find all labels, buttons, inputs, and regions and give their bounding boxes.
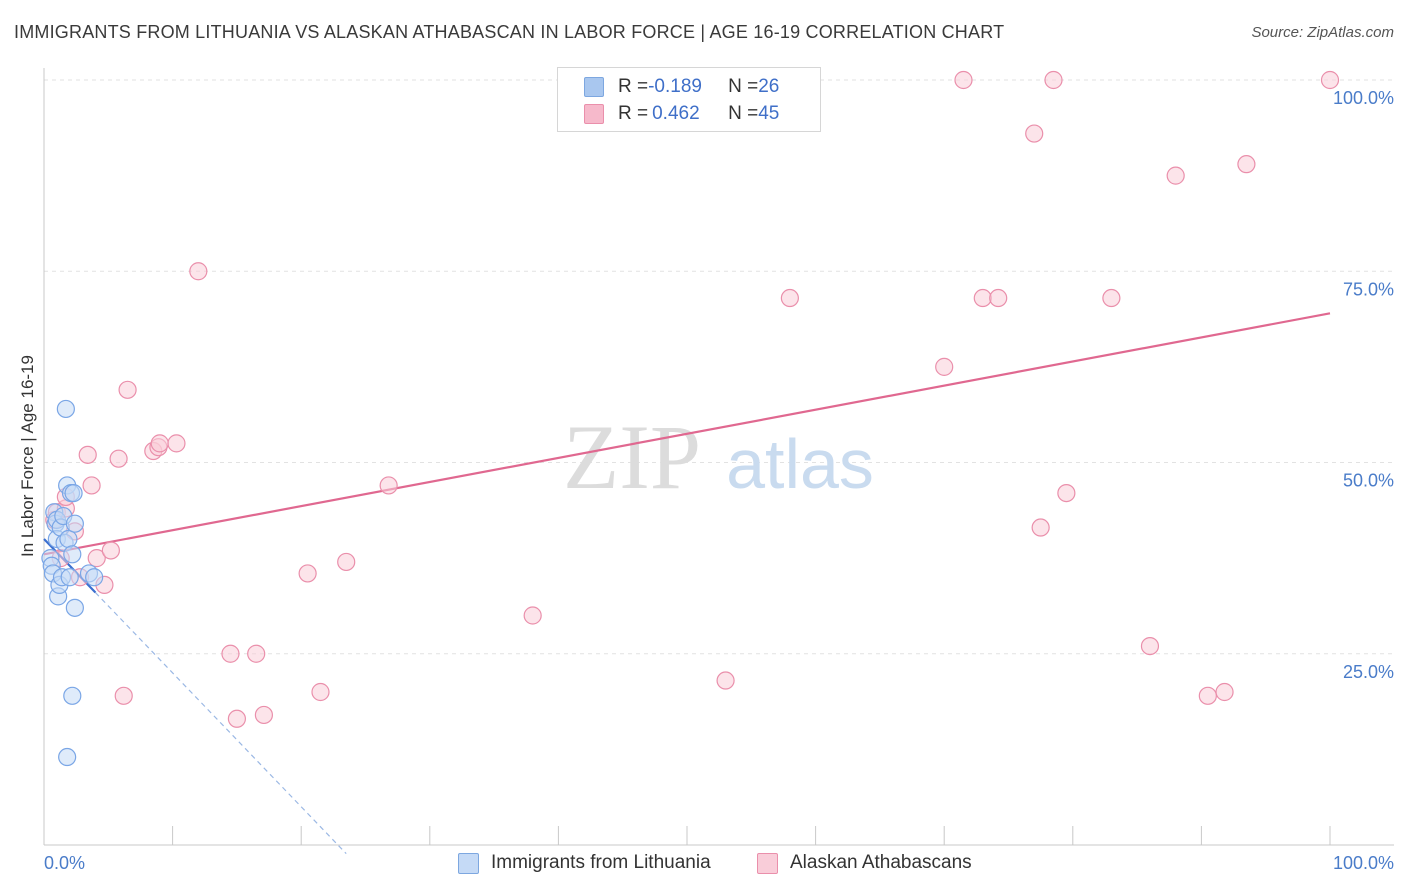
point-athabascan-24: [298, 564, 317, 583]
x-ticks: [43, 826, 1331, 845]
legend-n-value: 26: [758, 76, 780, 97]
legend-n-label: N =: [728, 76, 759, 97]
legend-swatch-lithuania: [584, 77, 604, 97]
point-athabascan-20: [221, 644, 240, 663]
legend-swatch-athabascan: [584, 104, 604, 124]
point-athabascan-30: [780, 288, 799, 308]
series-legend-lithuania: Immigrants from Lithuania: [458, 852, 711, 874]
point-athabascan-37: [1044, 70, 1063, 90]
watermark: ZIP atlas: [563, 406, 874, 508]
point-athabascan-43: [1215, 682, 1234, 702]
trend-line-lithuania: [43, 538, 97, 594]
point-athabascan-19: [189, 262, 208, 281]
stats-legend: R = -0.189 N = 26 R = 0.462 N = 45: [557, 67, 821, 132]
series-label-lithuania: Immigrants from Lithuania: [491, 852, 711, 873]
x-tick-label-max: 100.0%: [1333, 853, 1394, 873]
y-axis-label: In Labor Force | Age 16-19: [18, 355, 37, 557]
point-lithuania-25: [85, 568, 104, 587]
data-points: [41, 70, 1340, 767]
y-tick-label-25: 25.0%: [1343, 662, 1394, 682]
watermark-atlas: atlas: [726, 425, 874, 503]
source-credit: Source: ZipAtlas.com: [1251, 24, 1394, 41]
point-athabascan-42: [1198, 686, 1217, 705]
point-athabascan-29: [716, 671, 735, 690]
trend-lines: [43, 312, 1331, 855]
series-legend: Immigrants from Lithuania Alaskan Athaba…: [0, 852, 1406, 878]
point-athabascan-39: [1102, 288, 1121, 308]
chart-title: IMMIGRANTS FROM LITHUANIA VS ALASKAN ATH…: [14, 22, 1005, 42]
point-athabascan-33: [973, 288, 992, 308]
y-tick-label-75: 75.0%: [1343, 279, 1394, 299]
point-athabascan-27: [379, 476, 398, 495]
point-lithuania-18: [63, 545, 82, 564]
gridlines: [44, 79, 1394, 655]
point-lithuania-22: [63, 686, 82, 705]
point-athabascan-11: [101, 541, 120, 560]
point-athabascan-8: [82, 476, 101, 495]
point-lithuania-20: [64, 484, 83, 503]
series-legend-athabascan: Alaskan Athabascans: [757, 852, 972, 874]
point-athabascan-25: [311, 682, 330, 702]
point-athabascan-7: [78, 445, 97, 464]
point-lithuania-15: [59, 529, 78, 549]
point-athabascan-26: [337, 552, 356, 572]
y-tick-labels: 25.0% 50.0% 75.0% 100.0%: [1333, 88, 1394, 682]
point-lithuania-19: [58, 747, 77, 767]
point-athabascan-23: [254, 705, 274, 725]
point-athabascan-14: [118, 380, 137, 399]
point-athabascan-34: [989, 288, 1008, 308]
series-label-athabascan: Alaskan Athabascans: [790, 852, 972, 873]
point-lithuania-13: [56, 399, 75, 419]
point-lithuania-16: [60, 568, 79, 587]
legend-row-lithuania: R = -0.189 N = 26: [584, 75, 779, 99]
point-athabascan-12: [109, 449, 128, 468]
point-athabascan-18: [167, 434, 186, 453]
point-athabascan-28: [523, 606, 542, 625]
trend-line-athabascan: [43, 312, 1331, 556]
trend-extension-lithuania: [95, 592, 347, 855]
point-athabascan-31: [935, 357, 954, 376]
x-tick-label-min: 0.0%: [44, 853, 85, 873]
point-athabascan-17: [150, 434, 169, 453]
legend-r-value: -0.189: [648, 76, 702, 97]
point-athabascan-36: [1031, 518, 1050, 537]
point-athabascan-44: [1237, 155, 1256, 174]
y-tick-label-100: 100.0%: [1333, 88, 1394, 108]
series-swatch-lithuania: [458, 852, 479, 874]
point-athabascan-13: [114, 686, 133, 705]
legend-r-label: R =: [618, 103, 649, 124]
legend-r-value: 0.462: [652, 103, 700, 124]
point-athabascan-38: [1057, 484, 1076, 503]
point-athabascan-35: [1025, 124, 1044, 143]
y-tick-label-50: 50.0%: [1343, 471, 1394, 491]
series-swatch-athabascan: [757, 852, 778, 874]
point-athabascan-32: [954, 70, 973, 90]
point-athabascan-21: [227, 709, 246, 728]
point-lithuania-21: [65, 514, 84, 533]
watermark-zip: ZIP: [563, 406, 701, 508]
point-athabascan-45: [1320, 70, 1340, 90]
legend-row-athabascan: R = 0.462 N = 45: [584, 102, 779, 126]
point-athabascan-22: [247, 644, 266, 663]
legend-n-label: N =: [728, 103, 759, 124]
legend-n-value: 45: [758, 103, 780, 124]
legend-r-label: R =: [618, 76, 649, 97]
point-athabascan-40: [1140, 636, 1160, 656]
point-athabascan-9: [87, 549, 106, 568]
point-athabascan-41: [1166, 166, 1185, 185]
point-lithuania-23: [65, 598, 84, 617]
